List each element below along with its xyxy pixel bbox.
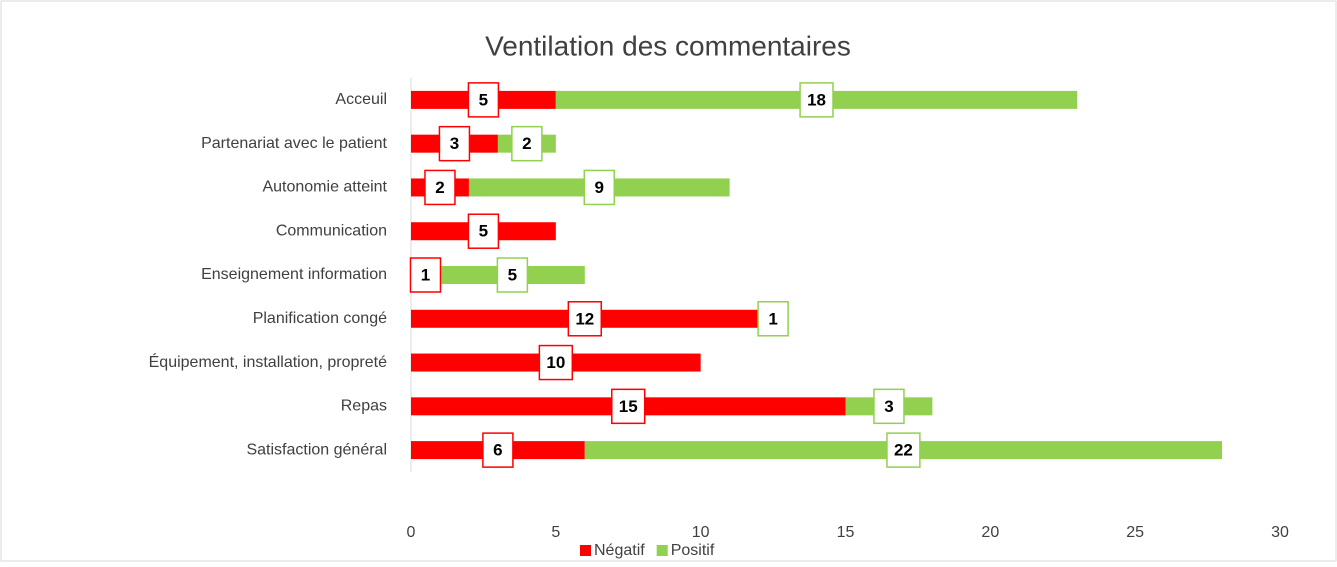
data-label: 5 (508, 265, 517, 284)
data-label-box (496, 257, 529, 293)
data-label: 22 (894, 441, 913, 460)
data-label-group: 12 (567, 301, 603, 337)
data-label: 10 (546, 353, 565, 372)
data-label-box (424, 169, 456, 206)
x-tick-label: 15 (837, 524, 855, 541)
data-label-group: 9 (583, 169, 616, 206)
y-tick-label: Repas (341, 398, 387, 415)
data-label-box (467, 213, 500, 249)
data-label-box (886, 432, 921, 468)
data-label-box (409, 257, 442, 293)
legend-label: Positif (671, 542, 715, 559)
data-label-group: 2 (511, 125, 543, 162)
data-label-box (567, 301, 603, 337)
data-label: 2 (522, 134, 531, 153)
y-tick-label: Planification congé (253, 310, 387, 327)
data-label-group: 2 (424, 169, 456, 206)
data-label-group: 18 (799, 82, 834, 118)
data-label-group: 1 (409, 257, 442, 293)
data-label: 18 (807, 90, 826, 109)
data-label-group: 6 (482, 432, 514, 468)
x-tick-label: 10 (692, 524, 710, 541)
y-tick-label: Acceuil (335, 91, 387, 108)
data-label-group: 3 (438, 125, 471, 162)
data-label: 5 (479, 90, 488, 109)
data-label: 12 (575, 309, 594, 328)
y-tick-label: Autonomie atteint (262, 179, 387, 196)
data-label-box (467, 82, 500, 118)
x-tick-label: 0 (407, 524, 416, 541)
y-tick-label: Satisfaction général (246, 441, 387, 458)
data-label-box (757, 301, 789, 337)
data-label-group: 10 (538, 344, 574, 381)
data-label: 3 (884, 397, 893, 416)
data-label-group: 5 (496, 257, 529, 293)
x-tick-label: 20 (981, 524, 999, 541)
y-tick-label: Équipement, installation, propreté (149, 352, 387, 371)
data-label: 15 (619, 397, 638, 416)
data-label-box (583, 169, 616, 206)
data-label-group: 3 (873, 388, 905, 425)
data-label-group: 15 (611, 388, 646, 425)
data-label-group: 22 (886, 432, 921, 468)
data-label-box (438, 125, 471, 162)
data-label: 3 (450, 134, 459, 153)
data-label-box (799, 82, 834, 118)
legend-swatch (656, 545, 668, 556)
legend-label: Négatif (594, 542, 645, 559)
data-label: 6 (493, 441, 502, 460)
data-label: 1 (421, 265, 430, 284)
data-label-box (873, 388, 905, 425)
data-label-box (511, 125, 543, 162)
y-tick-label: Communication (276, 222, 387, 239)
data-label-group: 5 (467, 213, 500, 249)
data-label-group: 1 (757, 301, 789, 337)
y-tick-label: Partenariat avec le patient (201, 135, 387, 152)
data-label: 5 (479, 222, 488, 241)
data-label: 9 (595, 178, 604, 197)
x-tick-label: 30 (1271, 524, 1289, 541)
x-tick-label: 5 (551, 524, 560, 541)
x-tick-label: 25 (1126, 524, 1144, 541)
data-label: 2 (435, 178, 444, 197)
data-label-box (538, 344, 574, 381)
data-label-group: 5 (467, 82, 500, 118)
data-label-box (482, 432, 514, 468)
data-label: 1 (768, 309, 777, 328)
y-tick-label: Enseignement information (201, 266, 387, 283)
legend-swatch (580, 545, 591, 556)
chart-title: Ventilation des commentaires (485, 30, 851, 61)
data-label-box (611, 388, 646, 425)
